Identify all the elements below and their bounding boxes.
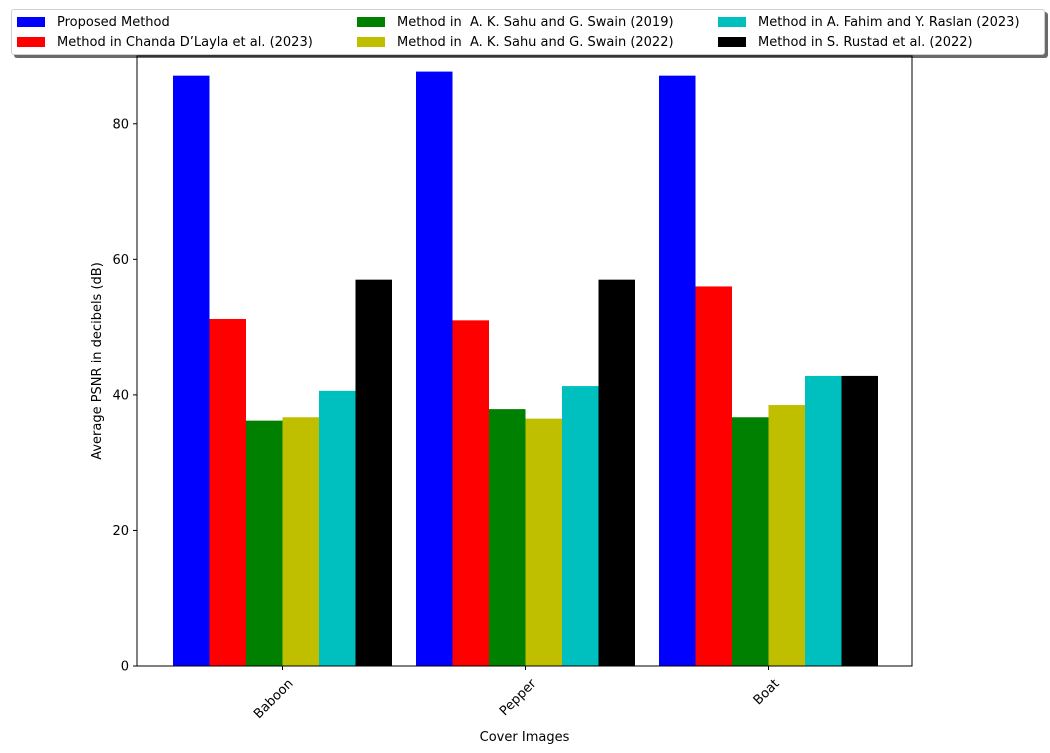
legend-label: Proposed Method bbox=[57, 14, 170, 30]
y-tick-label: 0 bbox=[121, 660, 129, 675]
bar-boat-series-4 bbox=[805, 375, 842, 666]
legend-label: Method in S. Rustad et al. (2022) bbox=[758, 34, 973, 50]
legend-swatch bbox=[357, 17, 385, 27]
legend-item: Method in A. Fahim and Y. Raslan (2023) bbox=[718, 12, 1020, 32]
y-tick-label: 60 bbox=[112, 253, 129, 268]
bar-pepper-series-4 bbox=[562, 386, 599, 666]
y-axis: 0 20 40 60 80 bbox=[112, 117, 137, 675]
bar-boat-series-2 bbox=[732, 417, 769, 666]
y-tick-label: 80 bbox=[112, 117, 129, 132]
legend-swatch bbox=[718, 17, 746, 27]
legend-swatch bbox=[17, 37, 45, 47]
bar-baboon-series-4 bbox=[319, 390, 356, 666]
y-tick-label: 20 bbox=[112, 524, 129, 539]
bar-baboon-series-2 bbox=[246, 420, 283, 666]
bar-boat-series-1 bbox=[695, 286, 732, 666]
x-axis-label: Cover Images bbox=[480, 730, 570, 745]
bar-boat-series-3 bbox=[768, 405, 805, 666]
legend-item: Method in Chanda D’Layla et al. (2023) bbox=[17, 32, 313, 52]
x-tick-label: Boat bbox=[751, 676, 783, 708]
legend-swatch bbox=[357, 37, 385, 47]
bar-baboon-series-1 bbox=[209, 318, 246, 666]
y-axis-label: Average PSNR in decibels (dB) bbox=[90, 262, 105, 460]
bar-pepper-series-5 bbox=[598, 279, 635, 666]
bar-pepper-series-0 bbox=[416, 71, 453, 667]
legend-item: Proposed Method bbox=[17, 12, 170, 32]
legend-item: Method in S. Rustad et al. (2022) bbox=[718, 32, 973, 52]
bar-pepper-series-2 bbox=[489, 409, 526, 666]
bar-boat-series-5 bbox=[841, 375, 878, 666]
plot-frame bbox=[136, 55, 913, 667]
legend-item: Method in A. K. Sahu and G. Swain (2019) bbox=[357, 12, 674, 32]
legend-item: Method in A. K. Sahu and G. Swain (2022) bbox=[357, 32, 674, 52]
bar-pepper-series-3 bbox=[525, 418, 562, 666]
x-tick-label: Baboon bbox=[251, 676, 296, 721]
x-tick-label: Pepper bbox=[497, 676, 540, 719]
legend-swatch bbox=[17, 17, 45, 27]
bar-boat-series-0 bbox=[659, 75, 696, 666]
legend-label: Method in A. K. Sahu and G. Swain (2022) bbox=[397, 34, 674, 50]
x-axis: Baboon Pepper Boat bbox=[251, 666, 783, 722]
bar-baboon-series-3 bbox=[282, 417, 319, 666]
bars-group bbox=[173, 71, 878, 667]
bar-baboon-series-0 bbox=[173, 75, 210, 666]
bar-baboon-series-5 bbox=[355, 279, 392, 666]
legend-label: Method in A. K. Sahu and G. Swain (2019) bbox=[397, 14, 674, 30]
legend-label: Method in A. Fahim and Y. Raslan (2023) bbox=[758, 14, 1020, 30]
bar-pepper-series-1 bbox=[452, 320, 489, 666]
chart-legend: Proposed Method Method in Chanda D’Layla… bbox=[11, 9, 1045, 55]
legend-label: Method in Chanda D’Layla et al. (2023) bbox=[57, 34, 313, 50]
y-tick-label: 40 bbox=[112, 388, 129, 403]
legend-swatch bbox=[718, 37, 746, 47]
